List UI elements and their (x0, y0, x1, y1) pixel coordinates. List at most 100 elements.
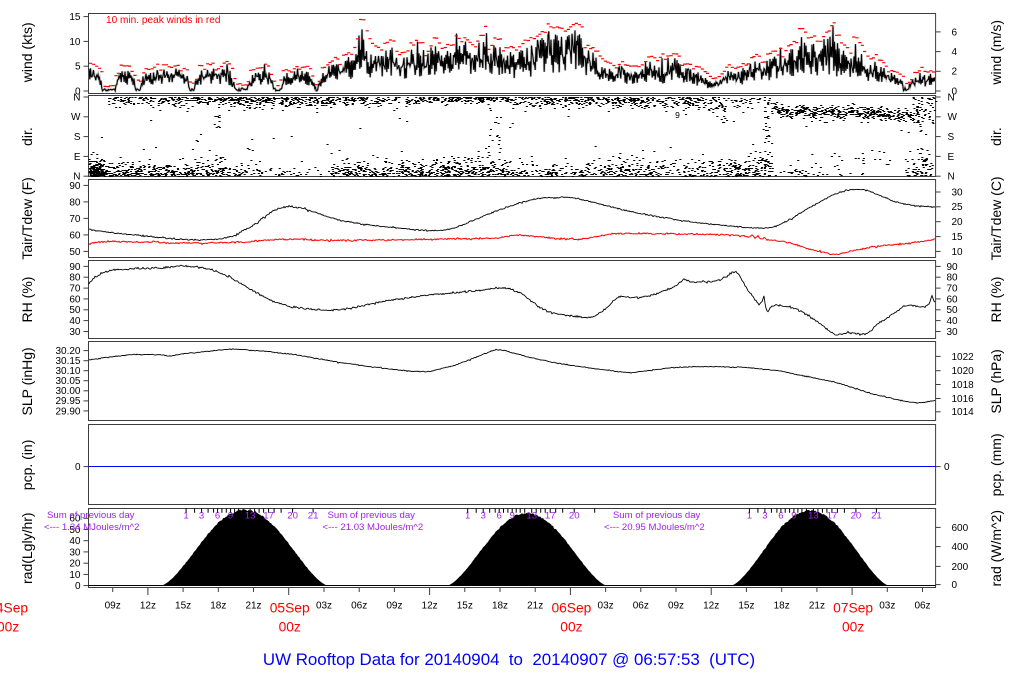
svg-text:06Sep: 06Sep (551, 601, 591, 616)
svg-text:30: 30 (69, 547, 81, 558)
svg-text:Tair/Tdew (C): Tair/Tdew (C) (988, 176, 1004, 260)
svg-text:Tair/Tdew (F): Tair/Tdew (F) (19, 177, 35, 259)
svg-text:30: 30 (952, 187, 964, 198)
svg-text:17: 17 (545, 511, 556, 522)
svg-text:1020: 1020 (952, 366, 975, 377)
svg-text:6: 6 (778, 511, 783, 522)
svg-text:0: 0 (75, 86, 81, 97)
svg-text:SLP (hPa): SLP (hPa) (988, 349, 1004, 413)
svg-text:30.05: 30.05 (55, 376, 80, 387)
svg-text:29.95: 29.95 (55, 396, 80, 407)
svg-text:9: 9 (228, 511, 233, 522)
svg-text:RH (%): RH (%) (19, 277, 35, 323)
svg-text:0: 0 (952, 86, 958, 97)
svg-text:<--- 21.03 MJoules/m^2: <--- 21.03 MJoules/m^2 (323, 522, 424, 533)
svg-text:rad (W/m^2): rad (W/m^2) (988, 510, 1004, 587)
svg-text:03z: 03z (879, 600, 895, 611)
svg-text:Sum of previous day: Sum of previous day (613, 510, 701, 521)
svg-text:12z: 12z (422, 600, 438, 611)
svg-text:18z: 18z (774, 600, 790, 611)
svg-text:80: 80 (69, 197, 81, 208)
svg-text:03z: 03z (598, 600, 614, 611)
svg-text:4: 4 (952, 47, 958, 58)
svg-text:9: 9 (510, 511, 515, 522)
svg-text:10: 10 (69, 570, 81, 581)
svg-text:21z: 21z (809, 600, 825, 611)
svg-text:04Sep: 04Sep (0, 601, 28, 616)
svg-text:20: 20 (69, 559, 81, 570)
svg-text:15z: 15z (738, 600, 754, 611)
svg-text:50: 50 (69, 247, 81, 258)
svg-text:UW Rooftop Data for 20140904: UW Rooftop Data for 20140904 to 20140907… (263, 650, 755, 669)
svg-text:06z: 06z (351, 600, 367, 611)
svg-text:E: E (74, 152, 81, 163)
svg-text:30: 30 (69, 327, 81, 338)
svg-text:3: 3 (762, 511, 767, 522)
svg-text:21: 21 (308, 511, 319, 522)
svg-text:<--- 1.34 MJoules/m^2: <--- 1.34 MJoules/m^2 (44, 522, 139, 533)
svg-text:1022: 1022 (952, 352, 975, 363)
svg-text:0: 0 (75, 581, 81, 592)
svg-text:30.20: 30.20 (55, 346, 80, 357)
svg-text:1018: 1018 (952, 380, 975, 391)
svg-text:pcp. (in): pcp. (in) (19, 440, 35, 491)
svg-text:09z: 09z (668, 600, 684, 611)
svg-text:13: 13 (526, 511, 537, 522)
svg-text:RH (%): RH (%) (988, 277, 1004, 323)
svg-text:30.15: 30.15 (55, 356, 80, 367)
svg-text:S: S (74, 132, 81, 143)
svg-text:9: 9 (791, 511, 796, 522)
svg-text:3: 3 (199, 511, 204, 522)
svg-text:N: N (948, 172, 955, 183)
svg-text:15: 15 (69, 12, 81, 23)
svg-text:09z: 09z (386, 600, 402, 611)
svg-text:wind (kts): wind (kts) (19, 22, 35, 83)
svg-text:pcp. (mm): pcp. (mm) (988, 433, 1004, 496)
svg-text:70: 70 (947, 284, 959, 295)
svg-text:W: W (948, 112, 958, 123)
svg-text:SLP (inHg): SLP (inHg) (19, 347, 35, 415)
svg-text:E: E (948, 152, 955, 163)
svg-text:60: 60 (69, 514, 81, 525)
svg-text:20: 20 (851, 511, 862, 522)
svg-text:21: 21 (871, 511, 882, 522)
svg-text:6: 6 (952, 27, 958, 38)
svg-text:30.10: 30.10 (55, 366, 80, 377)
svg-text:30: 30 (947, 327, 959, 338)
svg-text:6: 6 (497, 511, 502, 522)
svg-text:15z: 15z (175, 600, 191, 611)
svg-text:0: 0 (944, 462, 950, 473)
svg-text:03z: 03z (316, 600, 332, 611)
svg-text:70: 70 (69, 214, 81, 225)
svg-text:6: 6 (215, 511, 220, 522)
svg-text:50: 50 (69, 305, 81, 316)
svg-text:3: 3 (481, 511, 486, 522)
svg-text:Sum of previous day: Sum of previous day (328, 510, 416, 521)
svg-text:05Sep: 05Sep (270, 601, 310, 616)
svg-text:00z: 00z (279, 620, 301, 635)
svg-text:12z: 12z (703, 600, 719, 611)
svg-text:30.00: 30.00 (55, 386, 80, 397)
svg-text:00z: 00z (560, 620, 582, 635)
svg-text:1016: 1016 (952, 394, 975, 405)
svg-text:12z: 12z (140, 600, 156, 611)
svg-text:Sum of previous day: Sum of previous day (47, 510, 135, 521)
svg-text:21z: 21z (527, 600, 543, 611)
svg-text:10: 10 (952, 247, 964, 258)
svg-text:10 min. peak winds in red: 10 min. peak winds in red (106, 15, 220, 26)
svg-text:400: 400 (952, 542, 969, 553)
svg-text:<--- 20.95 MJoules/m^2: <--- 20.95 MJoules/m^2 (604, 522, 705, 533)
svg-text:29.90: 29.90 (55, 406, 80, 417)
svg-text:N: N (73, 172, 80, 183)
svg-text:07Sep: 07Sep (833, 601, 873, 616)
svg-text:00z: 00z (0, 620, 19, 635)
svg-text:20: 20 (569, 511, 580, 522)
svg-text:18z: 18z (492, 600, 508, 611)
svg-text:rad(Lgly/hr): rad(Lgly/hr) (19, 512, 35, 584)
svg-text:09z: 09z (105, 600, 121, 611)
svg-text:dir.: dir. (988, 127, 1004, 146)
svg-text:15: 15 (952, 232, 964, 243)
svg-text:5: 5 (75, 62, 81, 73)
svg-text:0: 0 (75, 462, 81, 473)
svg-text:80: 80 (947, 273, 959, 284)
